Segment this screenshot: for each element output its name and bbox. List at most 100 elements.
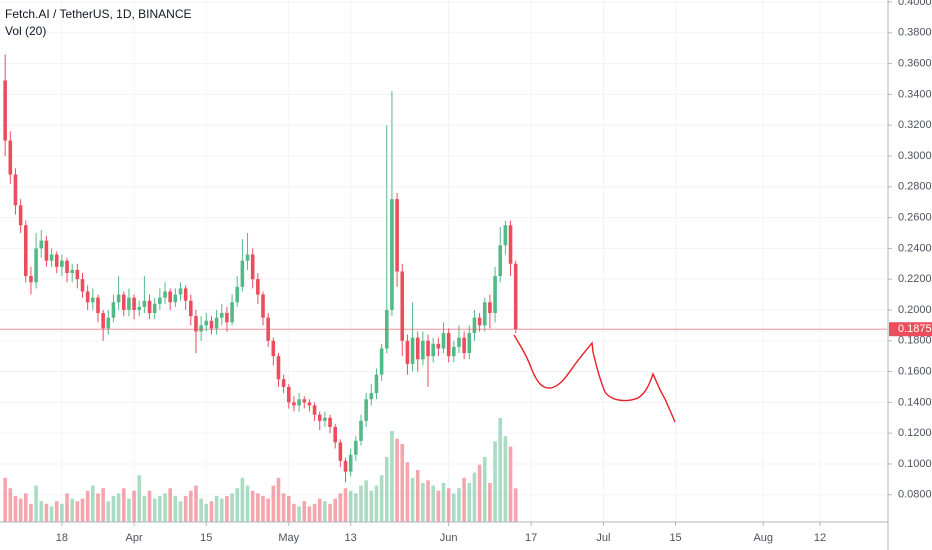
- volume-bar: [75, 501, 80, 522]
- y-tick-label: 0.2800: [898, 181, 932, 193]
- candle-body: [271, 340, 276, 357]
- volume-bar: [183, 496, 188, 522]
- y-tick-label: 0.1600: [898, 365, 932, 377]
- volume-bar: [436, 490, 441, 522]
- candle-body: [503, 225, 508, 246]
- candle-body: [65, 260, 69, 274]
- candle-body: [343, 460, 348, 472]
- candle-body: [168, 291, 172, 303]
- volume-bar: [359, 485, 363, 522]
- candle-body: [250, 254, 255, 280]
- volume-bar: [152, 498, 157, 522]
- candle-body: [96, 297, 100, 314]
- candle-body: [261, 294, 265, 318]
- candle-body: [101, 313, 105, 329]
- candle-body: [214, 317, 219, 329]
- volume-bar: [281, 493, 286, 522]
- candle-body: [147, 300, 152, 314]
- volume-bar: [302, 501, 307, 522]
- volume-bar: [194, 485, 198, 522]
- candle-body: [513, 263, 518, 330]
- indicator-label: Vol (20): [5, 24, 46, 38]
- volume-bar: [209, 501, 214, 522]
- x-tick-label: Aug: [753, 532, 773, 544]
- y-tick-label: 0.3400: [898, 88, 932, 100]
- volume-bar: [364, 480, 368, 522]
- volume-bar: [390, 431, 394, 522]
- volume-bar: [508, 446, 513, 522]
- volume-bar: [472, 472, 477, 522]
- candle-body: [379, 348, 384, 375]
- candle-body: [70, 269, 74, 274]
- volume-bar: [91, 485, 95, 522]
- y-tick-label: 0.3200: [898, 119, 932, 131]
- volume-bar: [426, 480, 430, 522]
- candle-body: [421, 340, 425, 360]
- candle-body: [230, 302, 234, 323]
- volume-bar: [513, 488, 518, 522]
- candle-body: [477, 317, 482, 326]
- volume-bar: [245, 485, 250, 522]
- candle-body: [415, 337, 420, 360]
- x-tick-label: May: [278, 532, 299, 544]
- volume-bar: [338, 493, 343, 522]
- volume-bar: [147, 490, 152, 522]
- volume-bar: [142, 496, 147, 522]
- volume-bar: [493, 441, 497, 522]
- candle-body: [204, 320, 209, 326]
- volume-bar: [70, 498, 74, 522]
- candle-body: [286, 386, 291, 403]
- candle-body: [312, 405, 317, 415]
- candle-body: [302, 399, 307, 403]
- candle-body: [493, 276, 497, 314]
- volume-bar: [111, 496, 116, 522]
- volume-bar: [3, 477, 7, 522]
- volume-bar: [348, 490, 353, 522]
- candle-body: [395, 199, 399, 272]
- volume-bar: [85, 490, 90, 522]
- candle-body: [390, 199, 394, 310]
- candle-body: [13, 174, 18, 206]
- candle-body: [245, 254, 250, 261]
- candle-body: [452, 346, 456, 357]
- y-tick-label: 0.2200: [898, 273, 932, 285]
- volume-bar: [431, 485, 435, 522]
- volume-bar: [96, 493, 100, 522]
- volume-bar: [307, 506, 312, 522]
- candle-body: [91, 297, 95, 303]
- volume-bar: [49, 506, 54, 522]
- candle-body: [400, 271, 405, 341]
- volume-pane: [3, 418, 518, 522]
- candle-body: [281, 379, 286, 387]
- candle-body: [307, 402, 312, 406]
- candle-body: [219, 313, 224, 318]
- volume-bar: [18, 498, 23, 522]
- candle-body: [508, 225, 513, 264]
- candle-body: [23, 225, 28, 277]
- volume-bar: [214, 496, 219, 522]
- candle-body: [34, 248, 38, 283]
- volume-bar: [323, 501, 327, 522]
- volume-bar: [80, 498, 85, 522]
- x-tick-label: Jul: [596, 532, 610, 544]
- volume-bar: [39, 501, 44, 522]
- candle-body: [498, 245, 503, 277]
- volume-bar: [235, 488, 240, 522]
- candle-body: [256, 279, 260, 295]
- volume-bar: [173, 496, 178, 522]
- volume-bar: [271, 485, 276, 522]
- volume-bar: [137, 475, 142, 522]
- volume-bar: [503, 436, 508, 522]
- volume-bar: [292, 503, 296, 522]
- x-tick-label: Jun: [440, 532, 458, 544]
- volume-bar: [23, 493, 28, 522]
- candle-body: [333, 426, 338, 443]
- volume-bar: [34, 485, 38, 522]
- volume-bar: [328, 503, 332, 522]
- candle-body: [111, 302, 116, 318]
- candle-body: [410, 337, 415, 364]
- candle-body: [8, 140, 13, 175]
- volume-bar: [240, 477, 245, 522]
- candle-body: [3, 80, 7, 141]
